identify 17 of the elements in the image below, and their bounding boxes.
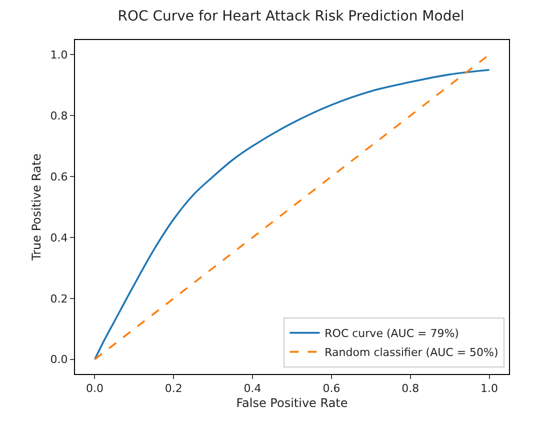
y-tick-label: 0.8 (50, 109, 68, 122)
x-axis-title: False Positive Rate (236, 396, 348, 410)
y-tick-label: 0.2 (50, 292, 68, 306)
legend-label: Random classifier (AUC = 50%) (324, 346, 498, 360)
chart-title: ROC Curve for Heart Attack Risk Prediction Model (118, 8, 464, 25)
x-tick-label: 1.0 (480, 382, 498, 396)
legend-label: ROC curve (AUC = 79%) (324, 327, 459, 340)
y-axis-title: True Positive Rate (30, 154, 44, 262)
x-tick-label: 0.2 (164, 382, 182, 396)
y-tick-label: 0.0 (50, 353, 68, 366)
x-tick-label: 0.8 (402, 382, 420, 396)
y-tick-label: 0.6 (50, 170, 68, 184)
y-tick-label: 1.0 (50, 48, 68, 62)
x-tick-label: 0.6 (322, 382, 340, 396)
y-tick-label: 0.4 (50, 231, 68, 244)
x-tick-label: 0.4 (244, 382, 262, 396)
x-tick-label: 0.0 (86, 382, 104, 396)
